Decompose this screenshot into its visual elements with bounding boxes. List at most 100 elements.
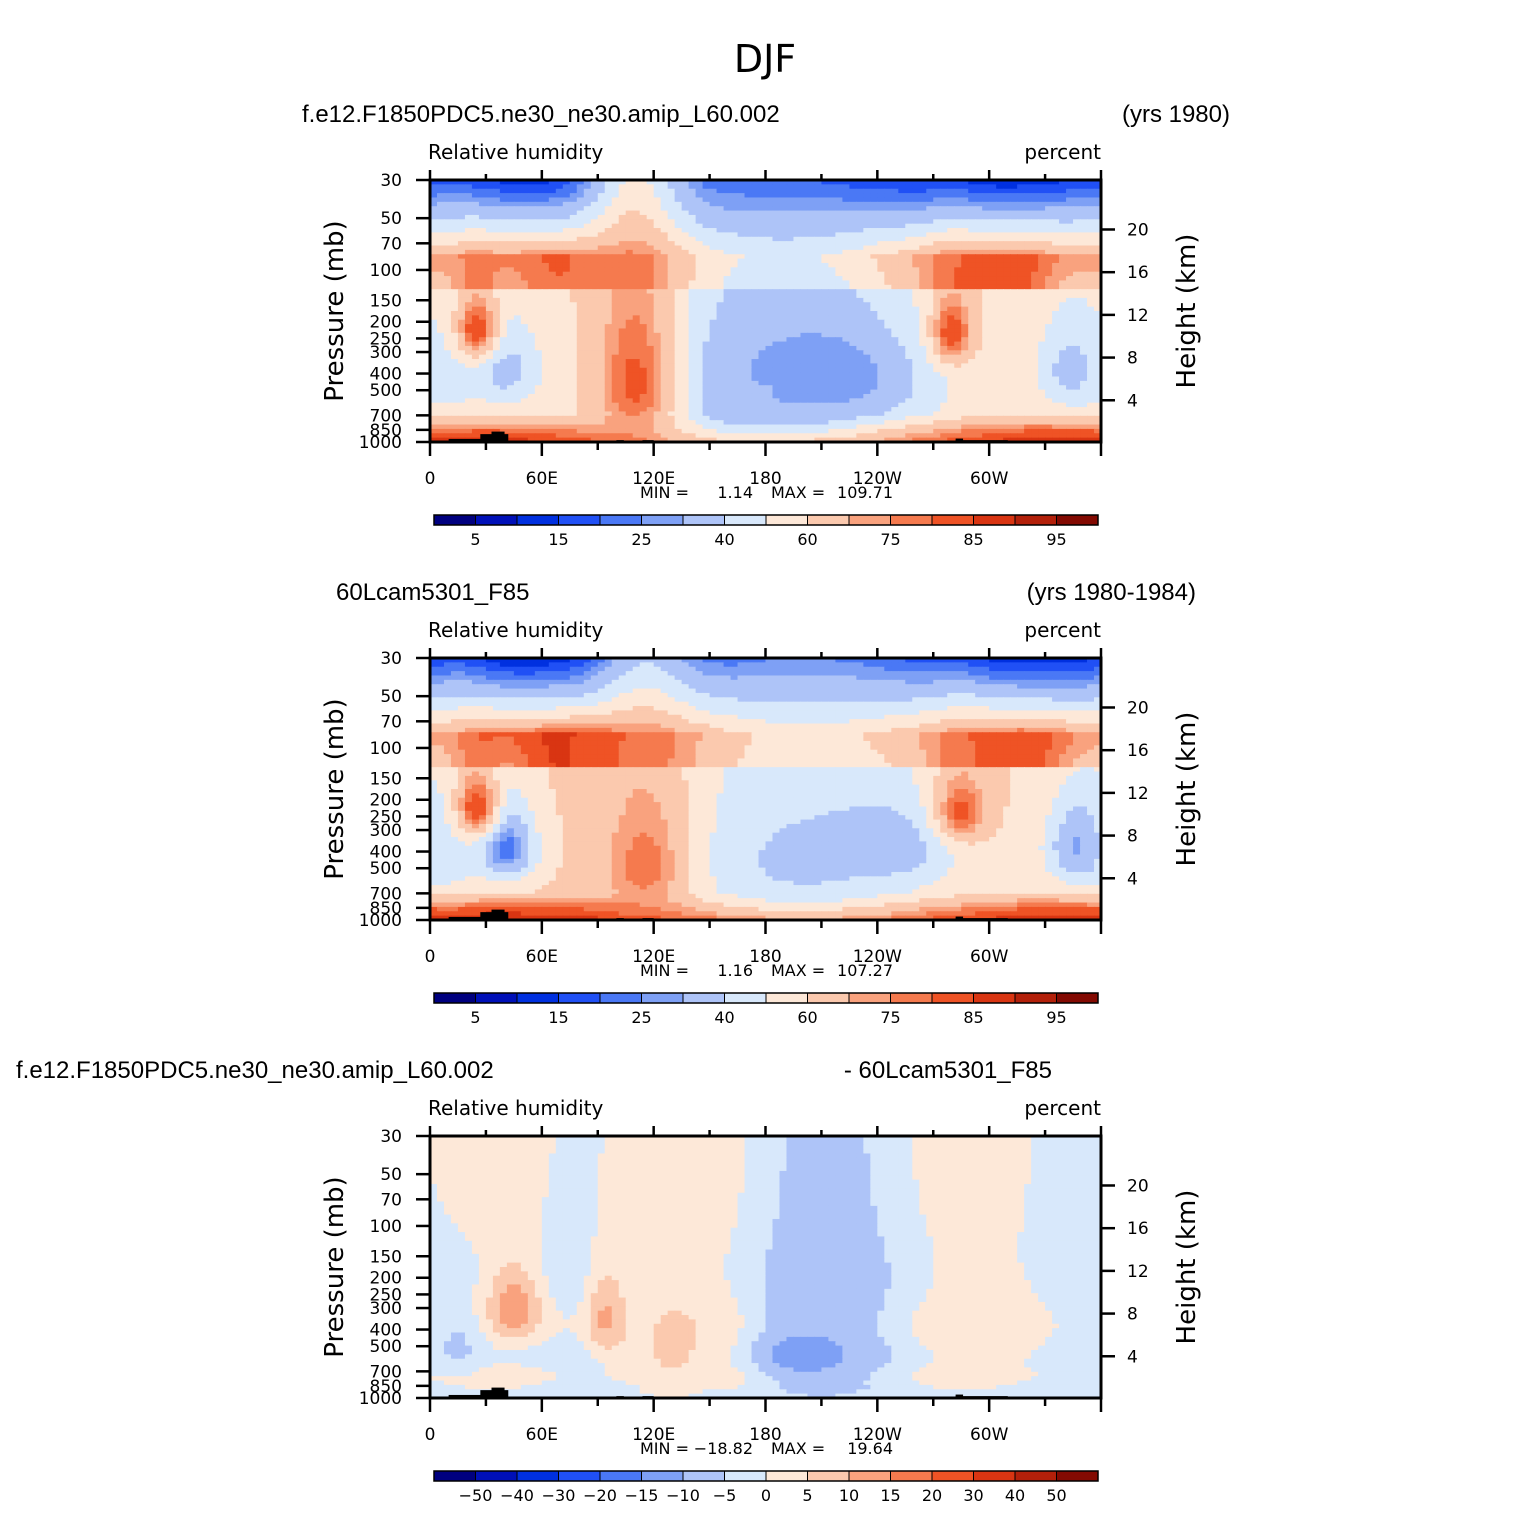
field-cell	[534, 197, 543, 203]
field-cell	[877, 210, 885, 216]
field-cell	[1080, 332, 1088, 338]
field-cell	[513, 193, 522, 199]
field-cell	[555, 402, 564, 408]
field-cell	[457, 241, 466, 247]
field-cell	[611, 280, 620, 286]
field-cell	[954, 367, 962, 373]
field-cell	[1017, 280, 1025, 286]
field-cell	[639, 293, 648, 299]
field-cell	[681, 354, 690, 360]
field-cell	[653, 328, 662, 334]
field-cell	[807, 306, 816, 312]
field-cell	[653, 188, 662, 194]
field-cell	[430, 214, 438, 220]
field-cell	[1024, 258, 1032, 264]
field-cell	[744, 228, 753, 233]
field-cell	[807, 289, 816, 295]
field-cell	[513, 219, 522, 225]
field-cell	[625, 402, 634, 408]
field-cell	[884, 324, 892, 330]
field-cell	[1066, 280, 1074, 286]
field-cell	[485, 389, 494, 395]
field-cell	[828, 354, 836, 360]
field-cell	[940, 262, 948, 268]
field-cell	[681, 280, 690, 286]
field-cell	[758, 262, 767, 268]
field-cell	[674, 345, 683, 351]
field-cell	[926, 393, 934, 399]
field-cell	[1045, 197, 1053, 203]
field-cell	[765, 201, 774, 207]
field-cell	[947, 276, 955, 282]
field-cell	[618, 337, 627, 343]
field-cell	[485, 337, 494, 343]
field-cell	[884, 241, 892, 247]
field-cell	[940, 376, 948, 382]
field-cell	[1059, 354, 1067, 360]
field-cell	[1052, 245, 1060, 251]
field-cell	[1052, 367, 1060, 373]
field-cell	[912, 293, 920, 299]
field-cell	[709, 262, 718, 268]
field-cell	[898, 232, 906, 238]
field-cell	[702, 359, 711, 364]
field-cell	[702, 219, 711, 225]
field-cell	[646, 184, 655, 190]
field-cell	[905, 367, 913, 373]
field-cell	[926, 258, 934, 264]
field-cell	[751, 197, 760, 203]
field-cell	[485, 284, 494, 290]
field-cell	[590, 267, 599, 273]
field-cell	[877, 354, 885, 360]
field-cell	[667, 297, 676, 303]
field-cell	[821, 214, 830, 220]
field-cell	[702, 319, 711, 325]
field-cell	[905, 297, 913, 303]
field-cell	[548, 197, 557, 203]
field-cell	[730, 302, 739, 308]
field-cell	[933, 372, 941, 378]
field-cell	[856, 376, 864, 382]
field-cell	[730, 284, 739, 290]
field-cell	[653, 350, 662, 356]
field-cell	[954, 297, 962, 303]
field-cell	[821, 328, 830, 334]
field-cell	[877, 363, 885, 369]
field-cell	[800, 184, 809, 190]
field-cell	[1066, 376, 1074, 382]
field-cell	[807, 302, 816, 308]
field-cell	[912, 197, 920, 203]
field-cell	[541, 197, 550, 203]
field-cell	[436, 372, 445, 378]
field-cell	[919, 197, 927, 203]
field-cell	[513, 311, 522, 316]
field-cell	[828, 363, 836, 369]
field-cell	[569, 389, 578, 395]
field-cell	[562, 197, 571, 203]
field-cell	[786, 341, 795, 347]
field-cell	[1003, 193, 1011, 199]
field-cell	[583, 350, 592, 356]
field-cell	[499, 262, 508, 268]
field-cell	[443, 258, 452, 264]
field-cell	[688, 236, 697, 242]
field-cell	[674, 197, 683, 203]
field-cell	[576, 367, 585, 373]
field-cell	[541, 328, 550, 334]
field-cell	[863, 232, 871, 238]
field-cell	[765, 398, 774, 404]
field-cell	[1010, 219, 1018, 225]
field-cell	[849, 315, 857, 321]
field-cell	[1066, 267, 1074, 273]
field-cell	[1059, 245, 1067, 251]
field-cell	[1052, 197, 1060, 203]
field-cell	[597, 223, 606, 229]
field-cell	[1031, 254, 1039, 260]
field-cell	[681, 206, 690, 212]
field-cell	[1045, 341, 1053, 347]
field-cell	[534, 245, 543, 251]
field-cell	[933, 223, 941, 229]
field-cell	[506, 350, 515, 356]
field-cell	[926, 345, 934, 351]
field-cell	[737, 267, 746, 273]
